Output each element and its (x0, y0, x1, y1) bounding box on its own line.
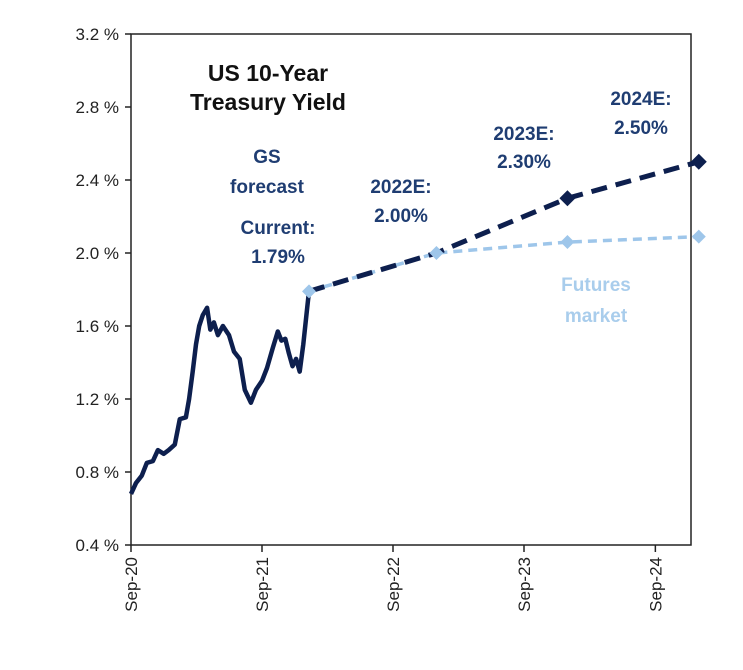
y-tick-label: 2.8 % (76, 98, 119, 117)
futures-market-marker (302, 284, 317, 299)
gs-forecast-label-line1: GS (253, 147, 280, 168)
x-tick-label: Sep-22 (384, 557, 403, 612)
futures-market-marker (560, 235, 575, 250)
y-tick-label: 3.2 % (76, 25, 119, 44)
current-label: Current: (241, 218, 316, 239)
y-tick-label: 1.2 % (76, 390, 119, 409)
estimate-2022-label: 2022E: (370, 177, 431, 198)
axis-ticks: 0.4 % 0.8 % 1.2 % 1.6 % 2.0 % 2.4 % 2.8 % 3.2 %… (76, 25, 666, 612)
futures-market-label-line2: market (565, 306, 628, 327)
estimate-2022-value: 2.00% (374, 206, 428, 227)
estimate-2023-label: 2023E: (493, 124, 554, 145)
x-tick-label: Sep-20 (122, 557, 141, 612)
x-tick-label: Sep-24 (646, 557, 665, 612)
x-tick-label: Sep-21 (253, 557, 272, 612)
chart-title-line2: Treasury Yield (190, 89, 346, 115)
estimate-2024-label: 2024E: (610, 89, 671, 110)
futures-market-marker (691, 229, 706, 244)
futures-market-line (308, 234, 699, 293)
gs-forecast-marker (559, 190, 576, 207)
futures-market-label-line1: Futures (561, 275, 631, 296)
y-tick-label: 2.4 % (76, 171, 119, 190)
gs-forecast-line (308, 159, 700, 294)
y-tick-label: 0.8 % (76, 463, 119, 482)
series-lines (128, 159, 700, 495)
gs-forecast-label-line2: forecast (230, 177, 305, 198)
gs-forecast-marker (690, 153, 707, 170)
series-markers (302, 153, 707, 299)
x-tick-label: Sep-23 (515, 557, 534, 612)
current-value: 1.79% (251, 247, 305, 268)
y-tick-label: 1.6 % (76, 317, 119, 336)
historical-yield-line (128, 291, 312, 495)
estimate-2023-value: 2.30% (497, 152, 551, 173)
futures-market-marker (429, 246, 444, 260)
chart-title-line1: US 10-Year (208, 60, 328, 86)
y-tick-label: 0.4 % (76, 536, 119, 555)
estimate-2024-value: 2.50% (614, 118, 668, 139)
plot-area-frame (130, 33, 692, 546)
y-tick-label: 2.0 % (76, 244, 119, 263)
